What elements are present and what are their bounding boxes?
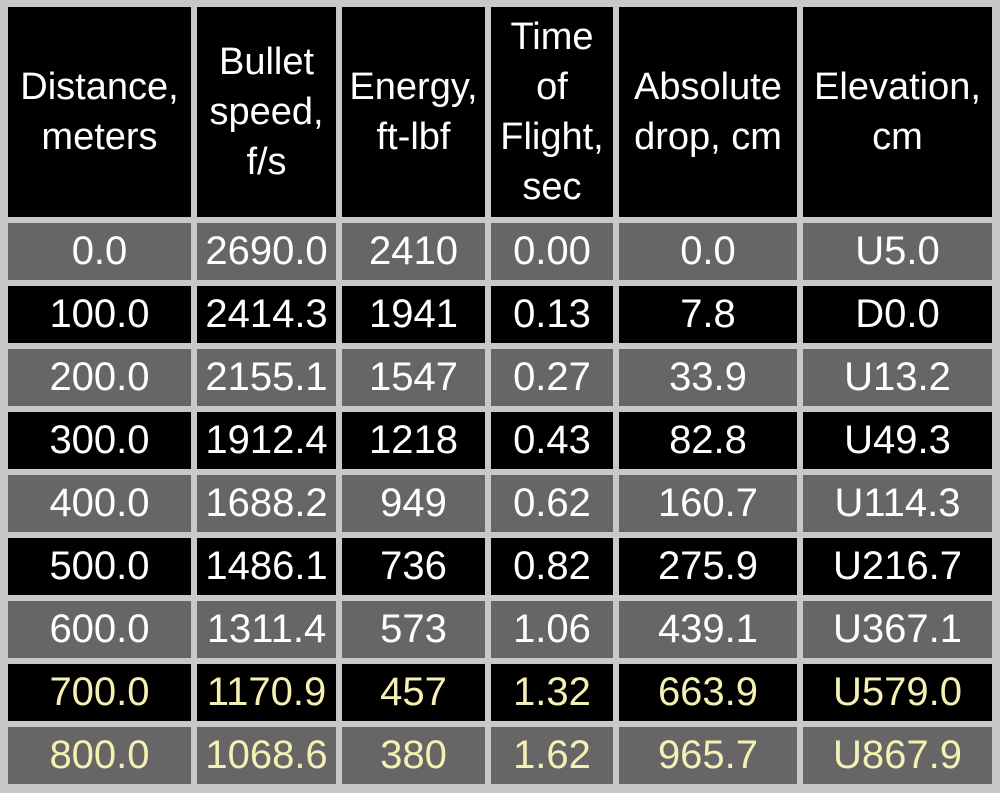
table-cell: 0.0 xyxy=(8,223,191,280)
table-cell: U216.7 xyxy=(803,538,992,595)
table-cell: 457 xyxy=(342,664,485,721)
table-cell: U867.9 xyxy=(803,727,992,784)
header-text: Time xyxy=(510,16,594,58)
table-cell: 2414.3 xyxy=(197,286,336,343)
table-cell: 0.27 xyxy=(491,349,613,406)
header-cell: Absolute drop, cm xyxy=(619,7,797,217)
table-cell: 1068.6 xyxy=(197,727,336,784)
table-cell: 1.06 xyxy=(491,601,613,658)
header-text: Distance, xyxy=(20,66,179,108)
table-cell: 2155.1 xyxy=(197,349,336,406)
header-text: meters xyxy=(41,116,158,158)
table-cell: 600.0 xyxy=(8,601,191,658)
table-cell: 1311.4 xyxy=(197,601,336,658)
header-text: speed, xyxy=(209,91,324,133)
table-cell: 7.8 xyxy=(619,286,797,343)
header-text: Elevation, xyxy=(814,66,981,108)
table-cell: 100.0 xyxy=(8,286,191,343)
table-cell: 2410 xyxy=(342,223,485,280)
table-cell: 0.00 xyxy=(491,223,613,280)
table-cell: 33.9 xyxy=(619,349,797,406)
table-cell: 573 xyxy=(342,601,485,658)
table-cell: 1941 xyxy=(342,286,485,343)
header-cell: Elevation, cm xyxy=(803,7,992,217)
table-cell: 160.7 xyxy=(619,475,797,532)
table-cell: 82.8 xyxy=(619,412,797,469)
table-cell: 1170.9 xyxy=(197,664,336,721)
table-cell: D0.0 xyxy=(803,286,992,343)
table-cell: U13.2 xyxy=(803,349,992,406)
table-cell: 965.7 xyxy=(619,727,797,784)
header-text: ft-lbf xyxy=(376,116,451,158)
table-cell: 380 xyxy=(342,727,485,784)
header-text: cm xyxy=(872,116,923,158)
table-cell: 0.0 xyxy=(619,223,797,280)
table-cell: 1486.1 xyxy=(197,538,336,595)
table-cell: U5.0 xyxy=(803,223,992,280)
table-cell: 1.32 xyxy=(491,664,613,721)
table-cell: 1547 xyxy=(342,349,485,406)
table-cell: 400.0 xyxy=(8,475,191,532)
header-cell: Time of Flight, sec xyxy=(491,7,613,217)
table-cell: 500.0 xyxy=(8,538,191,595)
table-cell: 1218 xyxy=(342,412,485,469)
table-cell: 2690.0 xyxy=(197,223,336,280)
table-cell: 1912.4 xyxy=(197,412,336,469)
table-cell: 439.1 xyxy=(619,601,797,658)
table-cell: U49.3 xyxy=(803,412,992,469)
header-text: Energy, xyxy=(349,66,478,108)
header-cell: Distance, meters xyxy=(8,7,191,217)
table-cell: U114.3 xyxy=(803,475,992,532)
table-cell: 700.0 xyxy=(8,664,191,721)
table-cell: U579.0 xyxy=(803,664,992,721)
header-text: Bullet xyxy=(218,41,315,83)
table-cell: 949 xyxy=(342,475,485,532)
header-text: of xyxy=(536,66,568,108)
table-cell: 0.13 xyxy=(491,286,613,343)
table-cell: 800.0 xyxy=(8,727,191,784)
header-text: Absolute xyxy=(634,66,782,108)
header-text: Flight, xyxy=(500,116,604,158)
table-cell: 275.9 xyxy=(619,538,797,595)
table-cell: 300.0 xyxy=(8,412,191,469)
header-cell: Energy, ft-lbf xyxy=(342,7,485,217)
table-cell: 1.62 xyxy=(491,727,613,784)
table-cell: 0.62 xyxy=(491,475,613,532)
table-cell: 0.43 xyxy=(491,412,613,469)
table-cell: 0.82 xyxy=(491,538,613,595)
table-cell: 736 xyxy=(342,538,485,595)
header-text: drop, cm xyxy=(634,116,782,158)
header-cell: Bullet speed, f/s xyxy=(197,7,336,217)
table-cell: 1688.2 xyxy=(197,475,336,532)
table-cell: U367.1 xyxy=(803,601,992,658)
table-cell: 663.9 xyxy=(619,664,797,721)
header-text: sec xyxy=(522,166,582,208)
table-cell: 200.0 xyxy=(8,349,191,406)
header-text: f/s xyxy=(246,141,287,183)
